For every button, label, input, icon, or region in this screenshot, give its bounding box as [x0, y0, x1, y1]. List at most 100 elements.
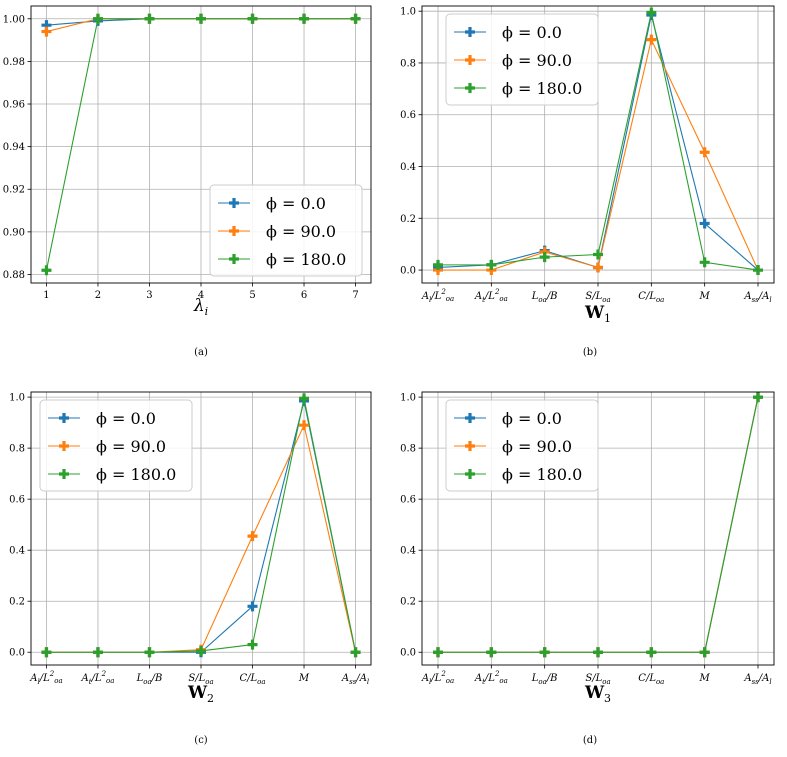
x-axis-label: W2 — [187, 683, 214, 705]
y-tick-label: 0.2 — [9, 597, 25, 608]
x-tick-label: Loa/B — [136, 673, 163, 686]
x-tick-label: C/Loa — [638, 673, 664, 686]
data-point — [646, 7, 657, 18]
y-tick-label: 1.0 — [400, 7, 416, 18]
legend-box — [209, 184, 363, 277]
x-tick-label: At/L2oa — [81, 670, 115, 686]
y-tick-label: 0.2 — [400, 214, 416, 225]
y-tick-label: 1.0 — [400, 393, 416, 404]
data-point — [144, 13, 155, 24]
legend-box — [39, 399, 193, 492]
y-tick-label: 0.98 — [3, 57, 25, 68]
data-point — [41, 265, 52, 276]
axes-frame — [421, 5, 775, 284]
data-point — [433, 259, 443, 270]
legend-marker — [229, 198, 239, 208]
data-point — [486, 647, 497, 658]
axes-frame — [30, 5, 372, 284]
y-tick-label: 0.2 — [400, 597, 416, 608]
data-point — [593, 249, 603, 260]
data-point — [753, 392, 763, 403]
x-tick-label: S/Loa — [585, 673, 610, 686]
chart-panel-d: 0.0 0.2 0.4 0.6 0.8 1.0 Al/L2oa At/L2oa Loa/B S/L… — [400, 391, 775, 746]
x-axis-label: W3 — [584, 683, 611, 705]
x-tick-label: At/L2oa — [474, 670, 508, 686]
y-tick-label: 0.6 — [9, 495, 25, 506]
panel-caption: (b) — [583, 347, 597, 358]
y-tick-label: 0.88 — [3, 270, 25, 281]
data-point — [196, 13, 206, 24]
data-point — [41, 26, 52, 37]
data-point — [539, 252, 550, 263]
data-point — [299, 13, 310, 24]
x-tick-label: S/Loa — [585, 291, 610, 304]
legend-label: ϕ = 90.0 — [266, 222, 336, 241]
data-point — [92, 13, 103, 24]
y-tick-label: 0.4 — [400, 162, 416, 173]
legend-marker — [59, 469, 69, 479]
legend-marker — [465, 413, 475, 423]
x-tick-label: C/Loa — [638, 291, 664, 304]
data-point — [539, 647, 550, 658]
data-point — [247, 13, 258, 24]
legend-marker — [465, 55, 475, 65]
legend-label: ϕ = 0.0 — [96, 409, 156, 428]
x-tick-label: Ass/Al — [743, 291, 771, 304]
data-point — [699, 647, 710, 658]
y-tick-label: 0.0 — [9, 648, 25, 659]
y-tick-label: 1.0 — [9, 393, 25, 404]
x-axis-label: W1 — [584, 303, 611, 325]
legend-label: ϕ = 180.0 — [96, 465, 176, 484]
x-tick-label: 6 — [301, 290, 307, 301]
legend-marker — [465, 83, 475, 93]
y-tick-label: 0.4 — [400, 546, 416, 557]
chart-panel-b: 0.0 0.2 0.4 0.6 0.8 1.0 Al/L2oa At/L2oa Loa/B S/L… — [400, 5, 775, 358]
y-tick-label: 0.8 — [400, 58, 416, 69]
y-tick-label: 0.0 — [400, 648, 416, 659]
y-tick-label: 1.00 — [3, 14, 25, 25]
x-tick-label: 3 — [146, 290, 152, 301]
x-tick-label: Loa/B — [531, 291, 558, 304]
data-point — [144, 647, 155, 658]
y-tick-label: 0.90 — [3, 227, 25, 238]
legend-marker — [465, 469, 475, 479]
axes-frame — [421, 391, 775, 666]
legend-marker — [229, 254, 239, 264]
data-point — [646, 34, 657, 45]
legend-marker — [229, 226, 239, 236]
legend-marker — [59, 441, 69, 451]
axes-frame — [30, 391, 372, 666]
x-tick-label: 1 — [43, 290, 49, 301]
legend-label: ϕ = 0.0 — [502, 409, 562, 428]
data-point — [196, 645, 206, 656]
x-tick-label: Ass/Al — [743, 673, 771, 686]
y-tick-label: 0.94 — [3, 142, 25, 153]
panel-caption: (a) — [194, 347, 208, 358]
x-tick-label: C/Loa — [239, 673, 265, 686]
legend-label: ϕ = 90.0 — [96, 437, 166, 456]
legend-label: ϕ = 180.0 — [266, 250, 346, 269]
legend-label: ϕ = 90.0 — [502, 51, 572, 70]
panel-caption: (c) — [194, 735, 208, 746]
x-tick-label: 2 — [95, 290, 101, 301]
data-point — [593, 647, 603, 658]
data-point — [753, 265, 763, 276]
legend-label: ϕ = 180.0 — [502, 79, 582, 98]
x-tick-label: Ass/Al — [341, 673, 369, 686]
data-point — [486, 259, 497, 270]
data-point — [646, 647, 657, 658]
y-tick-label: 0.92 — [3, 185, 25, 196]
data-point — [299, 393, 310, 404]
x-tick-label: S/Loa — [188, 673, 213, 686]
y-tick-label: 0.6 — [400, 110, 416, 121]
legend-label: ϕ = 180.0 — [502, 465, 582, 484]
legend-marker — [465, 441, 475, 451]
y-tick-label: 0.8 — [9, 444, 25, 455]
data-point — [699, 218, 710, 229]
data-point — [247, 639, 258, 650]
legend-box — [445, 399, 599, 492]
y-tick-label: 0.96 — [3, 100, 25, 111]
data-point — [699, 257, 710, 268]
y-tick-label: 0.4 — [9, 546, 25, 557]
data-point — [41, 647, 52, 658]
